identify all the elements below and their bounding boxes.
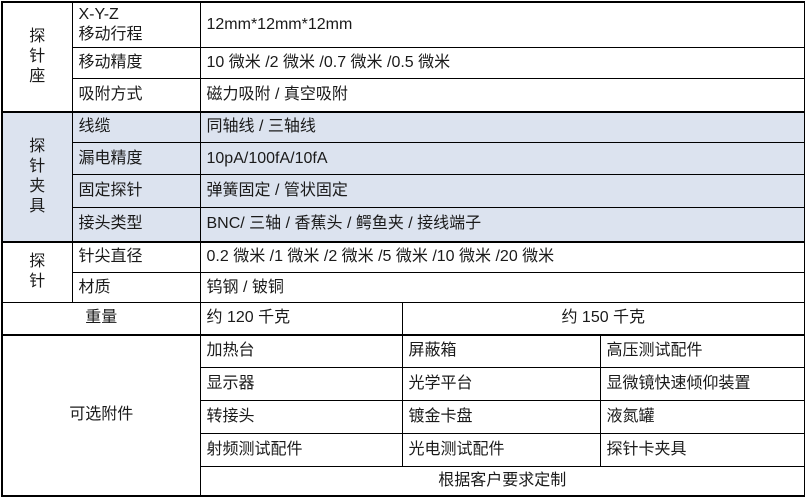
spec-label-cell: 移动精度	[71, 47, 201, 79]
spec-value-cell: 磁力吸附 / 真空吸附	[199, 78, 805, 112]
table-row-custom-note: 根据客户要求定制	[2, 466, 805, 496]
table-row-accessories: 可选附件 加热台 屏蔽箱 高压测试配件	[1, 333, 805, 496]
accessory-cell: 镀金卡盘	[401, 400, 601, 434]
table-row-accessories: 射频测试配件 光电测试配件 探针卡夹具	[2, 433, 805, 467]
table-row: 探 针 夹 具 线缆 同轴线 / 三轴线	[1, 110, 805, 242]
spec-value-cell: 钨钢 / 铍铜	[199, 272, 805, 303]
spec-label-cell: 材质	[71, 272, 201, 303]
accessory-cell: 显示器	[199, 367, 403, 401]
table-row: 移动精度 10 微米 /2 微米 /0.7 微米 /0.5 微米	[2, 47, 805, 79]
accessory-cell: 加热台	[199, 333, 403, 368]
spec-value-cell: 10pA/100fA/10fA	[199, 142, 805, 175]
spec-value-cell: 弹簧固定 / 管状固定	[199, 174, 805, 208]
group-label-probe-base: 探 针 座	[1, 1, 73, 112]
spec-label-cell: X-Y-Z 移动行程	[71, 1, 201, 48]
accessory-cell: 高压测试配件	[599, 333, 805, 368]
accessory-cell: 探针卡夹具	[599, 433, 805, 467]
spec-value-cell: 同轴线 / 三轴线	[199, 110, 805, 143]
table-row: 接头类型 BNC/ 三轴 / 香蕉头 / 鳄鱼夹 / 接线端子	[2, 207, 805, 242]
spec-label-cell: 针尖直径	[71, 240, 201, 273]
spec-value-cell: BNC/ 三轴 / 香蕉头 / 鳄鱼夹 / 接线端子	[199, 207, 805, 242]
spec-label-cell: 固定探针	[71, 174, 201, 208]
table-row-weight: 重量 约 120 千克 约 150 千克	[1, 302, 805, 335]
group-label-probe: 探 针	[1, 240, 73, 303]
spec-value-cell: 10 微米 /2 微米 /0.7 微米 /0.5 微米	[199, 47, 805, 79]
table-row: 固定探针 弹簧固定 / 管状固定	[2, 174, 805, 208]
weight-value-right-cell: 约 150 千克	[401, 302, 805, 335]
spec-value-cell: 0.2 微米 /1 微米 /2 微米 /5 微米 /10 微米 /20 微米	[199, 240, 805, 273]
weight-value-left-cell: 约 120 千克	[199, 302, 403, 335]
spec-label-cell: 线缆	[71, 110, 201, 143]
weight-label-cell: 重量	[1, 302, 201, 335]
accessory-cell: 屏蔽箱	[401, 333, 601, 368]
spec-label-cell: 吸附方式	[71, 78, 201, 112]
group-label-probe-clamp: 探 针 夹 具	[1, 110, 73, 242]
accessories-label-cell: 可选附件	[1, 333, 201, 496]
accessory-cell: 液氮罐	[599, 400, 805, 434]
spec-value-cell: 12mm*12mm*12mm	[199, 1, 805, 48]
spec-label-cell: 接头类型	[71, 207, 201, 242]
table-row: 吸附方式 磁力吸附 / 真空吸附	[2, 78, 805, 112]
spec-label-cell: 漏电精度	[71, 142, 201, 175]
accessory-cell: 射频测试配件	[199, 433, 403, 467]
accessory-cell: 光电测试配件	[401, 433, 601, 467]
table-row: 材质 钨钢 / 铍铜	[2, 272, 805, 303]
table-row: 探 针 座 X-Y-Z 移动行程 12mm*12mm*12mm	[1, 1, 805, 112]
accessory-cell: 转接头	[199, 400, 403, 434]
table-row: 漏电精度 10pA/100fA/10fA	[2, 142, 805, 175]
table-row-accessories: 转接头 镀金卡盘 液氮罐	[2, 400, 805, 434]
table-row: 探 针 针尖直径 0.2 微米 /1 微米 /2 微米 /5 微米 /10 微米…	[1, 240, 805, 303]
accessory-cell: 光学平台	[401, 367, 601, 401]
accessory-cell: 显微镜快速倾仰装置	[599, 367, 805, 401]
custom-note-cell: 根据客户要求定制	[199, 466, 805, 496]
